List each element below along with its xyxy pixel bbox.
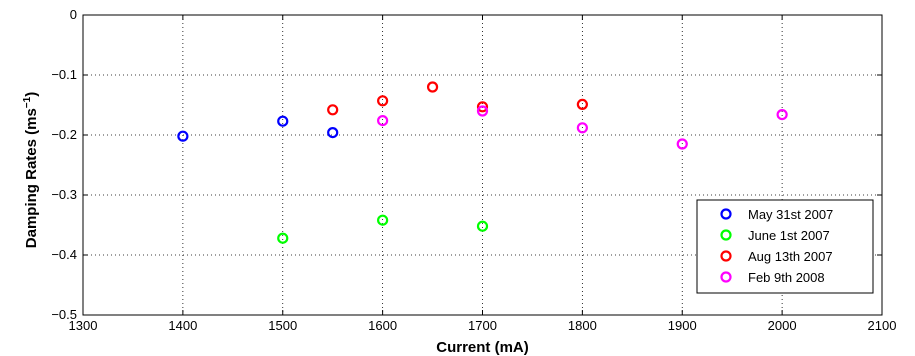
y-axis-label: Damping Rates (ms−1) (22, 92, 40, 248)
x-axis-label: Current (mA) (436, 339, 529, 356)
data-point (327, 127, 339, 139)
legend-label: Aug 13th 2007 (748, 249, 833, 264)
x-tick-label: 2100 (868, 318, 897, 333)
data-point (377, 114, 389, 127)
data-point (377, 95, 389, 107)
x-tick-label: 1300 (69, 318, 98, 333)
y-tick-label: −0.4 (51, 247, 77, 262)
data-point (776, 108, 788, 121)
x-tick-label: 1700 (468, 318, 497, 333)
series-4 (377, 105, 788, 150)
data-point (476, 220, 489, 232)
legend-marker (720, 250, 732, 262)
data-point (277, 115, 289, 127)
legend-box (696, 199, 874, 294)
data-point (177, 130, 189, 142)
y-axis-label-main: Damping Rates (ms (23, 108, 40, 248)
data-point (476, 105, 489, 117)
y-tick-label: −0.5 (51, 307, 77, 322)
legend-label: May 31st 2007 (748, 207, 833, 222)
y-tick-label: −0.3 (51, 187, 77, 202)
legend-marker (720, 229, 732, 241)
data-point (327, 104, 339, 116)
data-point (426, 81, 439, 93)
y-tick-label: −0.1 (51, 67, 77, 82)
legend: May 31st 2007 June 1st 2007 Aug 13th 2007 F… (696, 199, 874, 294)
x-tick-label: 1800 (568, 318, 597, 333)
series-2 (277, 214, 489, 244)
x-tick-label: 2000 (768, 318, 797, 333)
data-point (576, 98, 588, 111)
series-3 (327, 81, 588, 116)
legend-marker (720, 271, 732, 283)
y-axis-label-close: ) (23, 92, 40, 97)
legend-label: Feb 9th 2008 (748, 270, 825, 285)
data-point (476, 101, 489, 113)
x-axis-ticks: 1300 1400 1500 1600 1700 1800 1900 2000 2100 (69, 15, 897, 333)
legend-marker (720, 208, 732, 220)
series-1 (177, 115, 339, 142)
data-point (676, 138, 688, 150)
y-tick-label: −0.2 (51, 127, 77, 142)
data-point (576, 122, 588, 134)
x-tick-label: 1600 (368, 318, 397, 333)
x-tick-label: 1500 (268, 318, 297, 333)
data-point (277, 232, 289, 244)
data-point (377, 214, 389, 226)
x-tick-label: 1900 (668, 318, 697, 333)
legend-label: June 1st 2007 (748, 228, 830, 243)
y-axis-label-superscript: −1 (22, 96, 33, 108)
y-axis-ticks: 0 −0.1 −0.2 −0.3 −0.4 −0.5 (51, 7, 882, 322)
x-tick-label: 1400 (168, 318, 197, 333)
data-points (177, 81, 788, 244)
y-tick-label: 0 (70, 7, 77, 22)
